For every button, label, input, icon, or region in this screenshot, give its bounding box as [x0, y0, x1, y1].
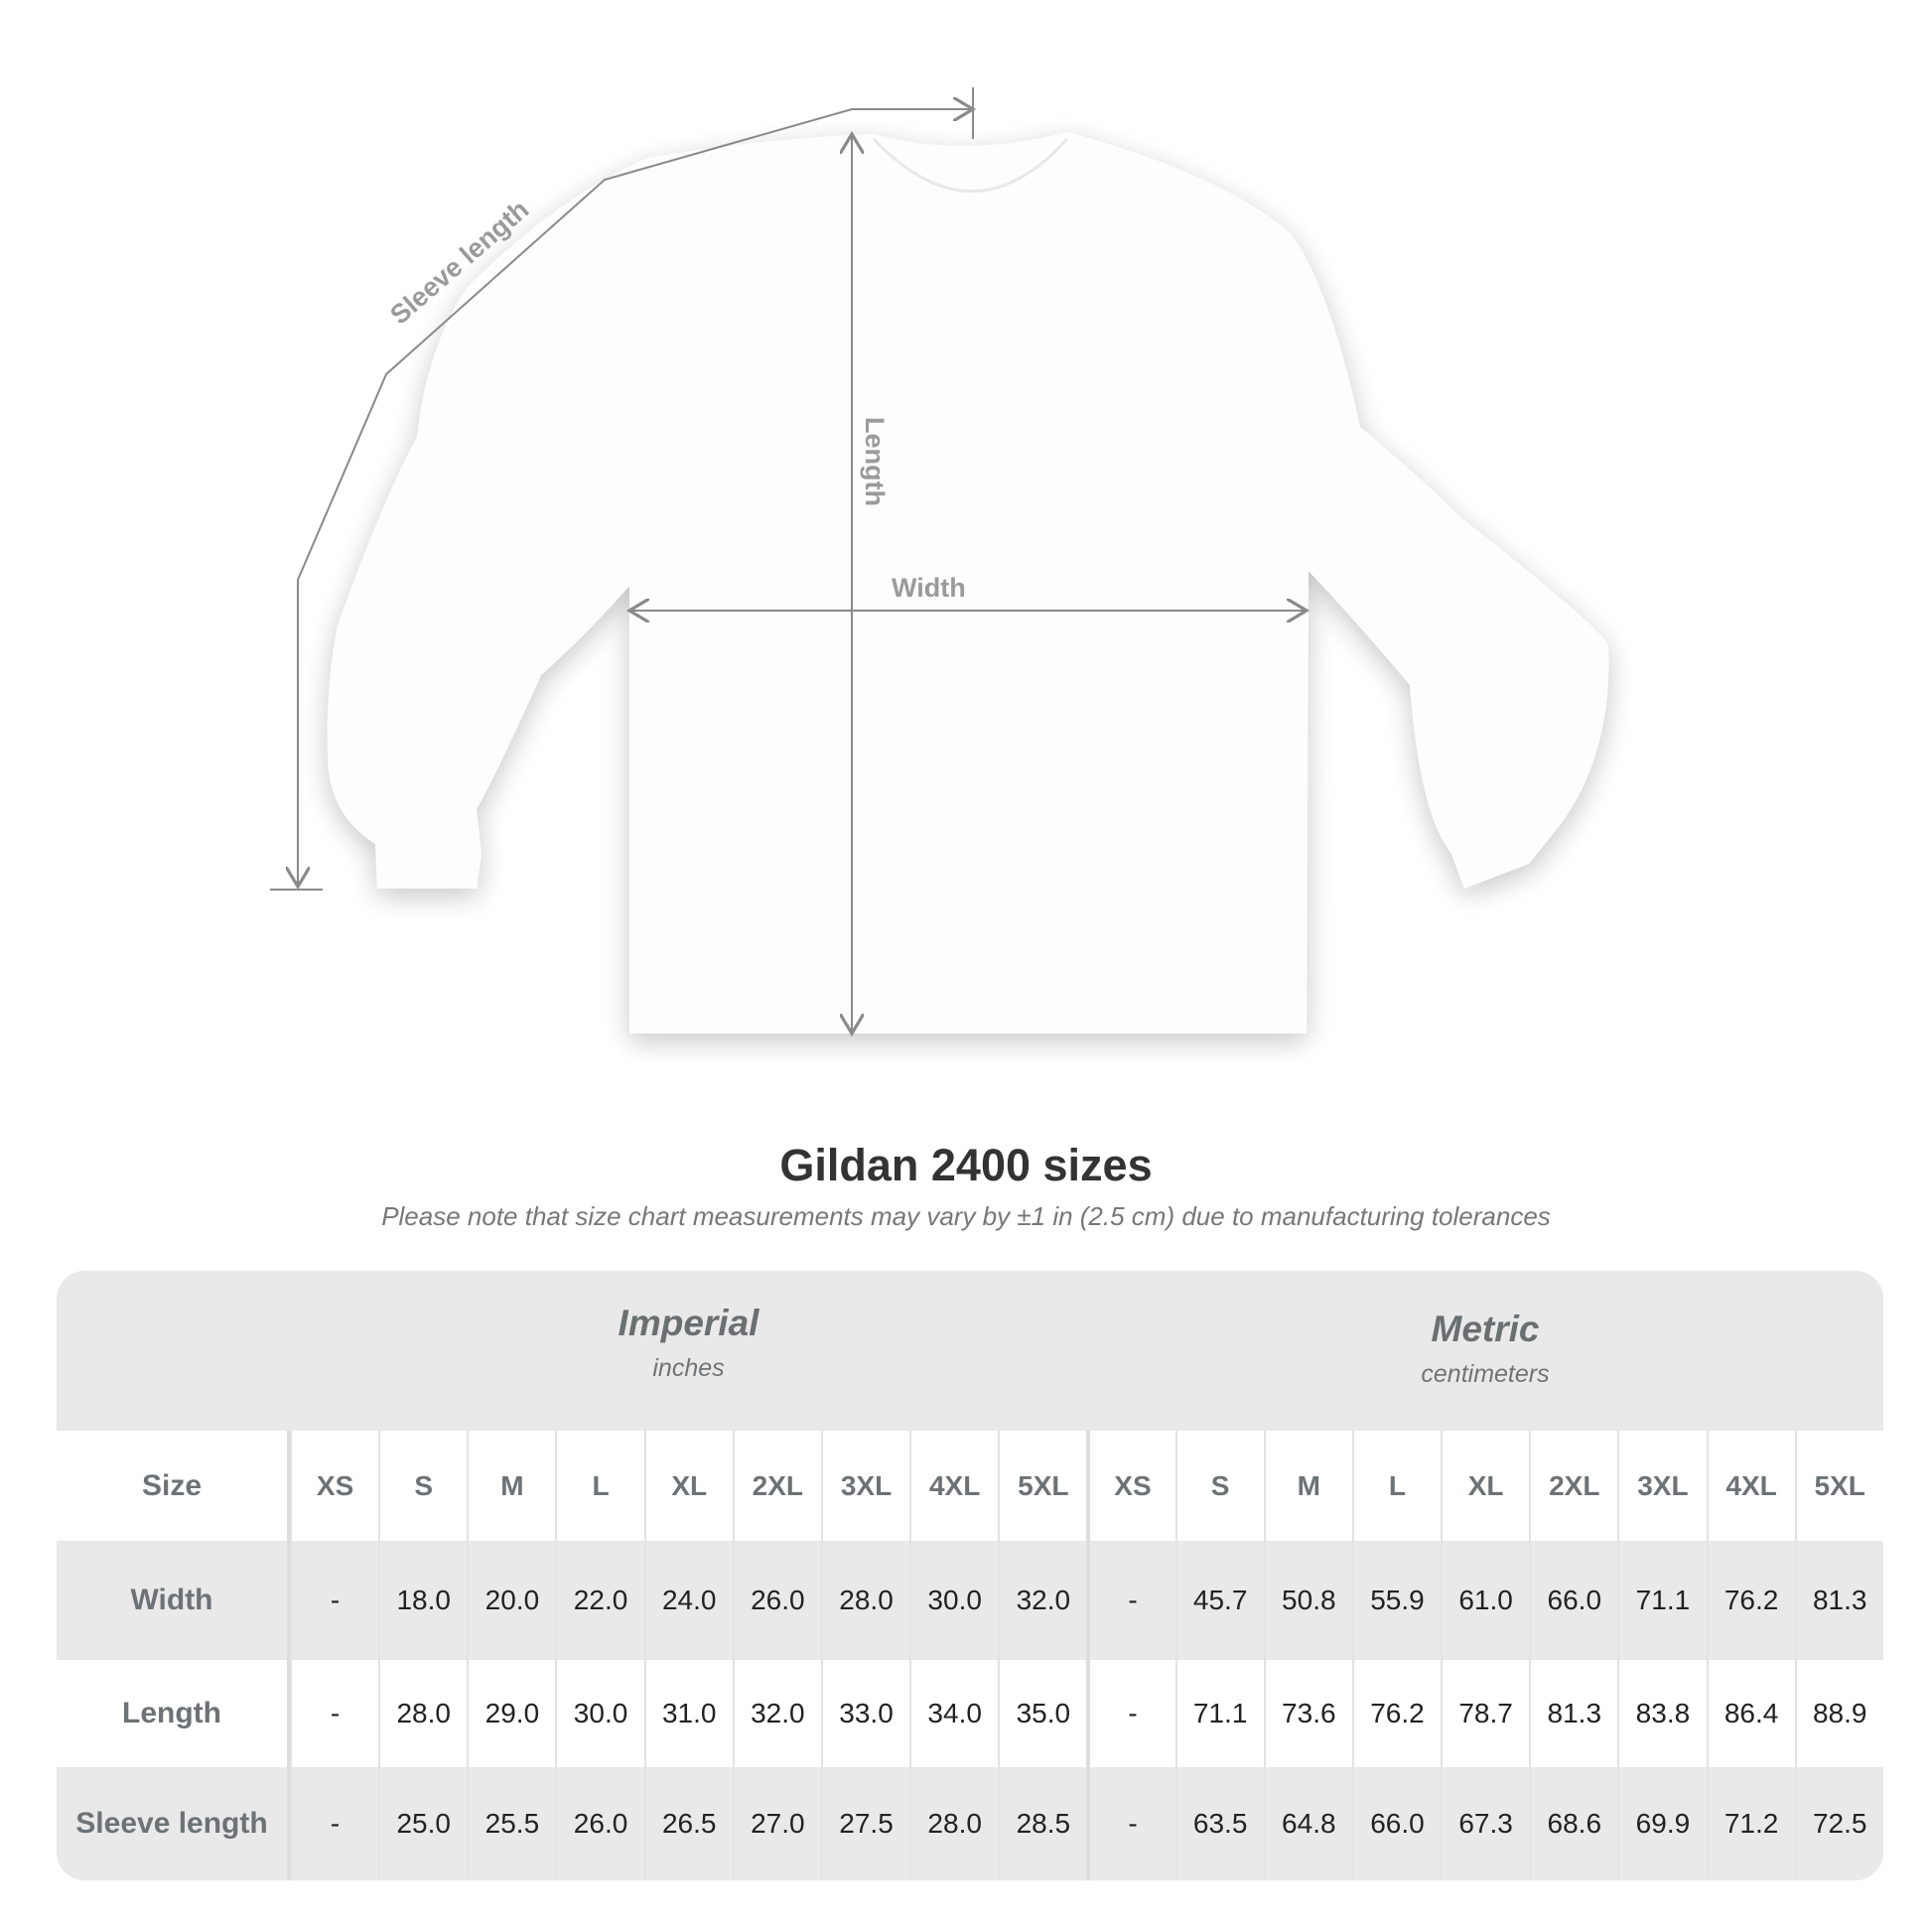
width-label: Width — [892, 573, 966, 603]
shirt-diagram: Sleeve length Length Width — [270, 87, 1609, 1092]
metric-value: 72.5 — [1794, 1767, 1883, 1880]
metric-value: 50.8 — [1263, 1541, 1352, 1660]
metric-value: 71.1 — [1174, 1660, 1264, 1767]
imperial-header: Imperial inches — [290, 1303, 1087, 1383]
metric-value: - — [1086, 1660, 1174, 1767]
imperial-value: 35.0 — [998, 1660, 1086, 1767]
unit-header-band: Imperial inches Metric centimeters — [57, 1271, 1883, 1431]
size-label: Size — [57, 1431, 290, 1541]
metric-value: 68.6 — [1529, 1767, 1617, 1880]
row-label: Length — [57, 1660, 290, 1767]
row-label: Width — [57, 1541, 290, 1660]
imperial-size-s: S — [378, 1431, 467, 1541]
page-title: Gildan 2400 sizes — [779, 1140, 1153, 1190]
imperial-value: 30.0 — [555, 1660, 643, 1767]
metric-value: 61.0 — [1441, 1541, 1529, 1660]
imperial-size-3xl: 3XL — [820, 1431, 909, 1541]
metric-size-l: L — [1351, 1431, 1441, 1541]
table-row: Width -18.0 20.0 22.0 24.0 26.0 28.0 30.0 32.0-4… — [57, 1541, 1883, 1660]
imperial-value: 27.5 — [820, 1767, 909, 1880]
metric-value: 63.5 — [1174, 1767, 1264, 1880]
imperial-value: 24.0 — [643, 1541, 733, 1660]
metric-size-2xl: 2XL — [1529, 1431, 1617, 1541]
imperial-value: 28.5 — [998, 1767, 1086, 1880]
metric-value: 66.0 — [1351, 1767, 1441, 1880]
imperial-value: 22.0 — [555, 1541, 643, 1660]
imperial-size-l: L — [555, 1431, 643, 1541]
metric-value: 69.9 — [1617, 1767, 1706, 1880]
metric-value: 67.3 — [1441, 1767, 1529, 1880]
metric-value: 83.8 — [1617, 1660, 1706, 1767]
imperial-value: 18.0 — [378, 1541, 467, 1660]
imperial-size-m: M — [467, 1431, 555, 1541]
imperial-value: 20.0 — [467, 1541, 555, 1660]
imperial-value: 28.0 — [378, 1660, 467, 1767]
imperial-size-xs: XS — [290, 1431, 378, 1541]
metric-value: - — [1086, 1767, 1174, 1880]
tolerance-note: Please note that size chart measurements… — [381, 1201, 1551, 1231]
metric-size-3xl: 3XL — [1617, 1431, 1706, 1541]
imperial-size-5xl: 5XL — [998, 1431, 1086, 1541]
metric-label: Metric — [1431, 1309, 1540, 1349]
imperial-size-xl: XL — [643, 1431, 733, 1541]
size-table: Imperial inches Metric centimeters Size X… — [57, 1271, 1883, 1880]
imperial-value: 34.0 — [909, 1660, 998, 1767]
metric-value: 73.6 — [1263, 1660, 1352, 1767]
imperial-value: 32.0 — [732, 1660, 821, 1767]
metric-value: 76.2 — [1706, 1541, 1795, 1660]
metric-value: 66.0 — [1529, 1541, 1617, 1660]
imperial-value: 32.0 — [998, 1541, 1086, 1660]
metric-size-m: M — [1263, 1431, 1352, 1541]
metric-unit: centimeters — [1421, 1360, 1550, 1388]
metric-value: 71.1 — [1617, 1541, 1706, 1660]
metric-value: 45.7 — [1174, 1541, 1264, 1660]
metric-value: 81.3 — [1794, 1541, 1883, 1660]
metric-value: 71.2 — [1706, 1767, 1795, 1880]
imperial-value: 29.0 — [467, 1660, 555, 1767]
imperial-value: 25.5 — [467, 1767, 555, 1880]
imperial-value: 26.5 — [643, 1767, 733, 1880]
row-label: Sleeve length — [57, 1767, 290, 1880]
metric-value: 76.2 — [1351, 1660, 1441, 1767]
imperial-value: 27.0 — [732, 1767, 821, 1880]
imperial-value: 33.0 — [820, 1660, 909, 1767]
metric-size-5xl: 5XL — [1794, 1431, 1883, 1541]
measurement-lines — [270, 87, 1307, 1034]
imperial-size-2xl: 2XL — [732, 1431, 821, 1541]
metric-value: 64.8 — [1263, 1767, 1352, 1880]
table-row: Sleeve length -25.0 25.5 26.0 26.5 27.0 27.5 28… — [57, 1767, 1883, 1880]
metric-size-xs: XS — [1086, 1431, 1174, 1541]
metric-value: 81.3 — [1529, 1660, 1617, 1767]
imperial-value: 30.0 — [909, 1541, 998, 1660]
imperial-value: 26.0 — [732, 1541, 821, 1660]
shirt-illustration — [327, 132, 1609, 1034]
metric-header: Metric centimeters — [1087, 1309, 1883, 1389]
imperial-value: 28.0 — [820, 1541, 909, 1660]
metric-value: 88.9 — [1794, 1660, 1883, 1767]
imperial-value: - — [290, 1767, 378, 1880]
imperial-label: Imperial — [618, 1303, 759, 1343]
metric-value: - — [1086, 1541, 1174, 1660]
imperial-value: 26.0 — [555, 1767, 643, 1880]
imperial-value: 31.0 — [643, 1660, 733, 1767]
imperial-value: - — [290, 1660, 378, 1767]
table-row: Length -28.0 29.0 30.0 31.0 32.0 33.0 34.0 35.0-… — [57, 1660, 1883, 1767]
imperial-unit: inches — [652, 1354, 725, 1382]
metric-size-4xl: 4XL — [1706, 1431, 1795, 1541]
metric-size-s: S — [1174, 1431, 1264, 1541]
metric-size-xl: XL — [1441, 1431, 1529, 1541]
metric-value: 55.9 — [1351, 1541, 1441, 1660]
length-label: Length — [860, 417, 890, 506]
imperial-value: 28.0 — [909, 1767, 998, 1880]
size-header-row: Size XS S M L XL 2XL 3XL 4XL 5XL XS S M L XL 2XL 3XL 4XL 5… — [57, 1431, 1883, 1541]
imperial-value: - — [290, 1541, 378, 1660]
imperial-size-4xl: 4XL — [909, 1431, 998, 1541]
imperial-value: 25.0 — [378, 1767, 467, 1880]
metric-value: 86.4 — [1706, 1660, 1795, 1767]
metric-value: 78.7 — [1441, 1660, 1529, 1767]
